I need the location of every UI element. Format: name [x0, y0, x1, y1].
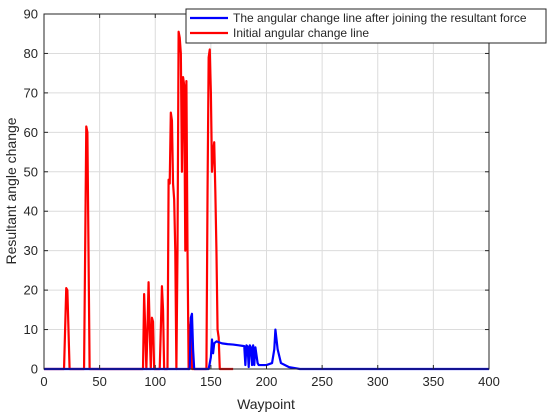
y-tick-label: 30	[24, 243, 38, 258]
legend: The angular change line after joining th…	[185, 8, 547, 44]
series-line-resultant-force	[44, 30, 234, 371]
x-tick-label: 200	[256, 374, 278, 389]
x-tick-label: 100	[144, 374, 166, 389]
x-tick-label: 0	[40, 374, 47, 389]
y-tick-label: 0	[31, 362, 38, 377]
y-axis-ticks: 0 10 20 30 40 50 60 70 80 90	[24, 7, 489, 377]
legend-label-initial: Initial angular change line	[233, 26, 369, 40]
legend-label-after-resultant: The angular change line after joining th…	[233, 11, 527, 25]
grid-lines	[44, 14, 489, 369]
series-line-after-resultant	[44, 312, 489, 371]
x-axis-label: Waypoint	[237, 396, 295, 412]
x-tick-label: 150	[200, 374, 222, 389]
y-tick-label: 50	[24, 164, 38, 179]
y-tick-label: 80	[24, 46, 38, 61]
legend-box	[185, 8, 547, 44]
y-axis-label: Resultant angle change	[3, 117, 19, 264]
y-tick-label: 90	[24, 7, 38, 22]
y-tick-label: 60	[24, 125, 38, 140]
y-tick-label: 20	[24, 283, 38, 298]
x-axis-ticks: 0 50 100 150 200 250 300 350 400	[40, 14, 500, 389]
x-tick-label: 250	[311, 374, 333, 389]
y-tick-label: 40	[24, 204, 38, 219]
x-tick-label: 50	[92, 374, 106, 389]
y-tick-label: 10	[24, 322, 38, 337]
x-tick-label: 300	[367, 374, 389, 389]
x-tick-label: 350	[423, 374, 445, 389]
x-tick-label: 400	[478, 374, 500, 389]
y-tick-label: 70	[24, 85, 38, 100]
